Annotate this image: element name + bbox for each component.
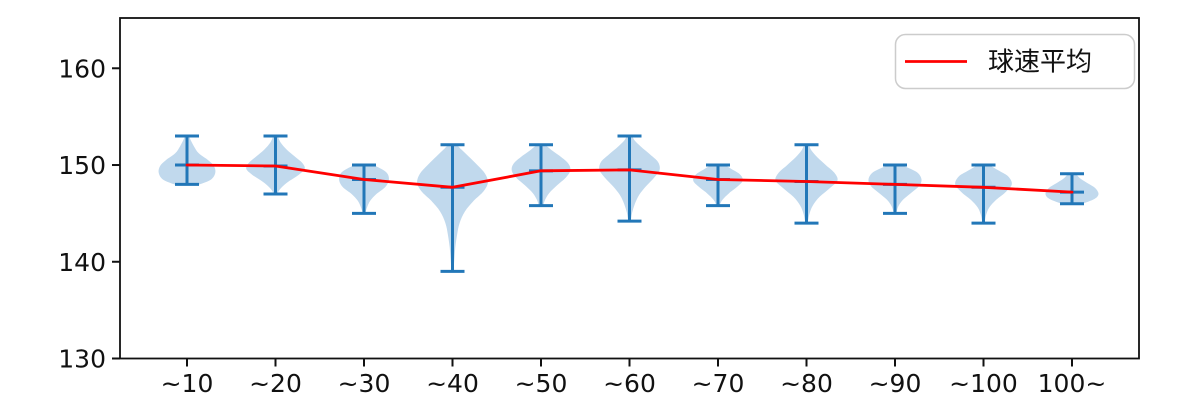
x-tick-label-~80: ~80 — [780, 369, 833, 398]
mean-polyline — [185, 163, 1074, 194]
x-tick-label-~20: ~20 — [249, 369, 302, 398]
legend-box — [894, 33, 1136, 90]
y-axis: 130 140 150 160 — [58, 54, 120, 374]
x-tick-label-~50: ~50 — [515, 369, 568, 398]
x-tick-label-~90: ~90 — [869, 369, 922, 398]
x-tick-label-100~: 100~ — [1038, 369, 1107, 398]
x-tick-label-~30: ~30 — [338, 369, 391, 398]
y-tick-label: 160 — [58, 54, 106, 83]
x-tick-label-~10: ~10 — [161, 369, 214, 398]
y-tick-label: 150 — [58, 151, 106, 180]
mean-line-layer — [185, 163, 1074, 194]
x-tick-label-~40: ~40 — [426, 369, 479, 398]
x-tick-label-~70: ~70 — [692, 369, 745, 398]
y-tick-label: 130 — [58, 345, 106, 374]
legend-label: 球速平均 — [988, 48, 1092, 78]
x-axis: ~10 ~20 ~30 ~40 ~50 ~60 ~70 ~80 ~90 ~100 100~ — [161, 358, 1107, 398]
whiskers-layer — [175, 134, 1084, 273]
x-tick-label-~100: ~100 — [949, 369, 1018, 398]
legend: 球速平均 — [894, 33, 1136, 90]
y-tick-label: 140 — [58, 248, 106, 277]
x-tick-label-~60: ~60 — [603, 369, 656, 398]
